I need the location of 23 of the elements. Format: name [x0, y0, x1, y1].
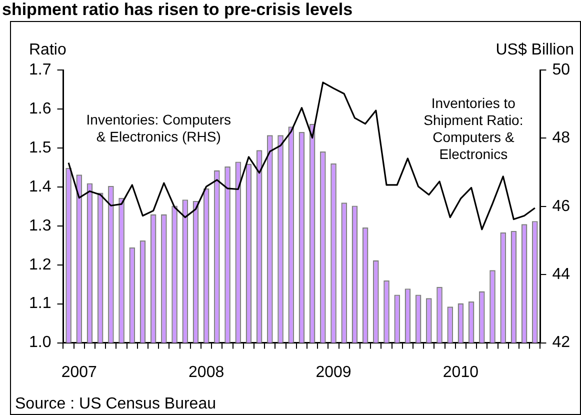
y-tick-label: 1.2 — [28, 256, 52, 274]
chart-title: shipment ratio has risen to pre-crisis levels — [2, 0, 353, 20]
y-tick-label: 1.5 — [28, 139, 52, 156]
y2-tick-label: 44 — [552, 266, 570, 284]
x-tick-label: 2010 — [442, 364, 479, 381]
y2-axis-title: US$ Billion — [496, 41, 574, 58]
x-tick-label: 2007 — [61, 364, 98, 381]
y2-tick-label: 48 — [552, 130, 570, 147]
y-tick-label: 1.1 — [28, 295, 52, 312]
y-tick-label: 1.0 — [28, 334, 52, 352]
y-tick-label: 1.4 — [28, 178, 52, 196]
y-tick-label: 1.3 — [28, 217, 52, 234]
y-tick-label: 1.6 — [28, 100, 52, 118]
source-note: Source : US Census Bureau — [15, 395, 216, 412]
series-label: Inventories: Computers & Electronics (RHS) — [86, 112, 231, 145]
y-axis-title: Ratio — [29, 41, 66, 58]
x-tick-label: 2008 — [188, 364, 224, 381]
y2-tick-label: 42 — [552, 334, 570, 352]
y-tick-label: 1.7 — [28, 61, 52, 78]
series-label: Inventories to Shipment Ratio: Computers & Electronics — [424, 95, 524, 162]
x-tick-label: 2009 — [316, 364, 352, 381]
y2-tick-label: 50 — [552, 61, 570, 78]
y2-tick-label: 46 — [552, 198, 570, 215]
